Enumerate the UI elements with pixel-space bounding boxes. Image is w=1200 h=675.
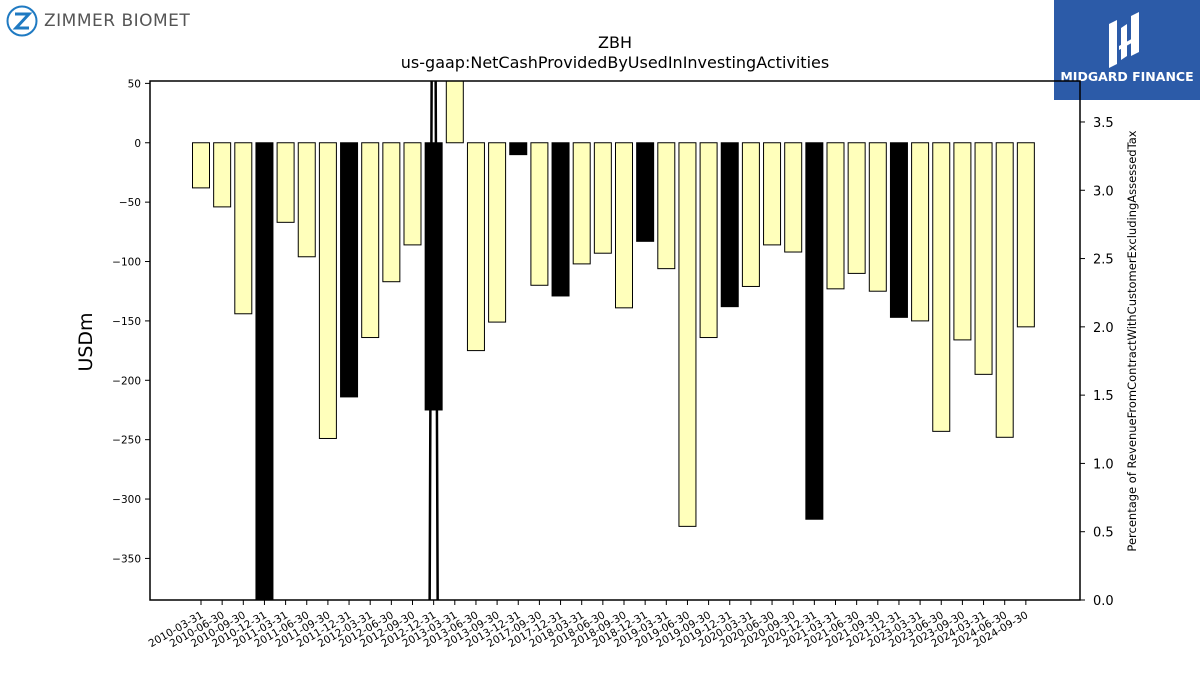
bar-2019-03-31 <box>657 142 676 270</box>
bar-2012-12-31 <box>424 142 443 411</box>
bar-2017-09-30 <box>530 142 549 286</box>
bar-2013-06-30 <box>466 142 485 352</box>
bar-2013-12-31 <box>509 142 528 156</box>
bar-2012-03-31 <box>361 142 380 339</box>
bar-2020-06-30 <box>763 142 782 246</box>
bar-2024-03-31 <box>974 142 993 375</box>
bar-2023-09-30 <box>953 142 972 341</box>
y-tick-label: 50 <box>128 78 141 90</box>
bar-2011-03-31 <box>276 142 295 223</box>
bar-2017-12-31 <box>551 142 570 297</box>
y-tick-label: −250 <box>112 435 141 447</box>
midgard-finance-logo: MIDGARD FINANCE <box>1054 0 1200 100</box>
bar-2010-03-31 <box>192 142 210 189</box>
bar-2010-12-31 <box>255 142 274 600</box>
bar-2020-03-31 <box>741 142 760 287</box>
bar-2020-09-30 <box>784 142 803 253</box>
midgard-mark-icon <box>1109 12 1139 68</box>
y-tick-label: −150 <box>112 316 141 328</box>
y-tick-label: −50 <box>119 197 141 209</box>
bar-2023-03-31 <box>911 142 930 322</box>
y-right-tick-label: 2.0 <box>1093 321 1114 336</box>
bar-2018-09-30 <box>615 142 633 309</box>
y-right-tick-label: 3.5 <box>1093 116 1114 131</box>
bar-2011-12-31 <box>340 142 359 398</box>
bar-2010-06-30 <box>213 142 232 208</box>
bar-2021-12-31 <box>889 142 908 318</box>
bar-2013-09-30 <box>488 142 507 323</box>
bar-2019-09-30 <box>699 142 718 339</box>
bar-2019-06-30 <box>678 142 697 527</box>
y-axis-right-label: Percentage of RevenueFromContractWithCus… <box>1125 130 1139 551</box>
bar-2024-06-30 <box>995 142 1014 438</box>
y-right-tick-label: 2.5 <box>1093 253 1114 268</box>
bar-2018-03-31 <box>572 142 591 265</box>
y-axis-label: USDm <box>75 312 97 371</box>
bar-2019-12-31 <box>720 142 739 308</box>
bar-2021-06-30 <box>847 142 866 274</box>
bar-2013-03-31 <box>445 81 464 144</box>
bar-2012-06-30 <box>382 142 401 283</box>
zimmer-biomet-logo: ZIMMER BIOMET <box>6 5 190 37</box>
bar-2012-09-30 <box>403 142 422 246</box>
chart-title: ZBH <box>598 33 632 52</box>
y-tick-label: −350 <box>112 553 141 565</box>
zimmer-z-icon <box>6 5 38 37</box>
y-right-tick-label: 0.5 <box>1093 526 1114 541</box>
y-right-tick-label: 1.5 <box>1093 389 1114 404</box>
chart-subtitle: us-gaap:NetCashProvidedByUsedInInvesting… <box>401 53 829 72</box>
bar-2020-12-31 <box>805 142 824 520</box>
bar-2024-09-30 <box>1016 142 1035 328</box>
zimmer-biomet-wordmark: ZIMMER BIOMET <box>44 11 191 31</box>
y-right-tick-label: 1.0 <box>1093 457 1114 472</box>
bar-2018-06-30 <box>593 142 612 254</box>
midgard-finance-wordmark: MIDGARD FINANCE <box>1060 69 1194 84</box>
bar-2011-09-30 <box>318 142 337 439</box>
y-tick-label: −200 <box>112 375 141 387</box>
y-tick-label: −300 <box>112 494 141 506</box>
spike-line <box>428 81 439 600</box>
y-right-tick-label: 3.0 <box>1093 184 1114 199</box>
bar-2023-06-30 <box>932 142 951 432</box>
y-tick-label: −100 <box>112 257 141 269</box>
y-tick-label: 0 <box>134 138 141 150</box>
bar-2021-03-31 <box>826 142 845 290</box>
bar-2010-09-30 <box>234 142 253 315</box>
y-right-tick-label: 0.0 <box>1093 594 1114 609</box>
bar-2018-12-31 <box>636 142 655 242</box>
bar-2011-06-30 <box>297 142 316 258</box>
bar-2021-09-30 <box>868 142 887 292</box>
plot-frame <box>149 80 1081 601</box>
